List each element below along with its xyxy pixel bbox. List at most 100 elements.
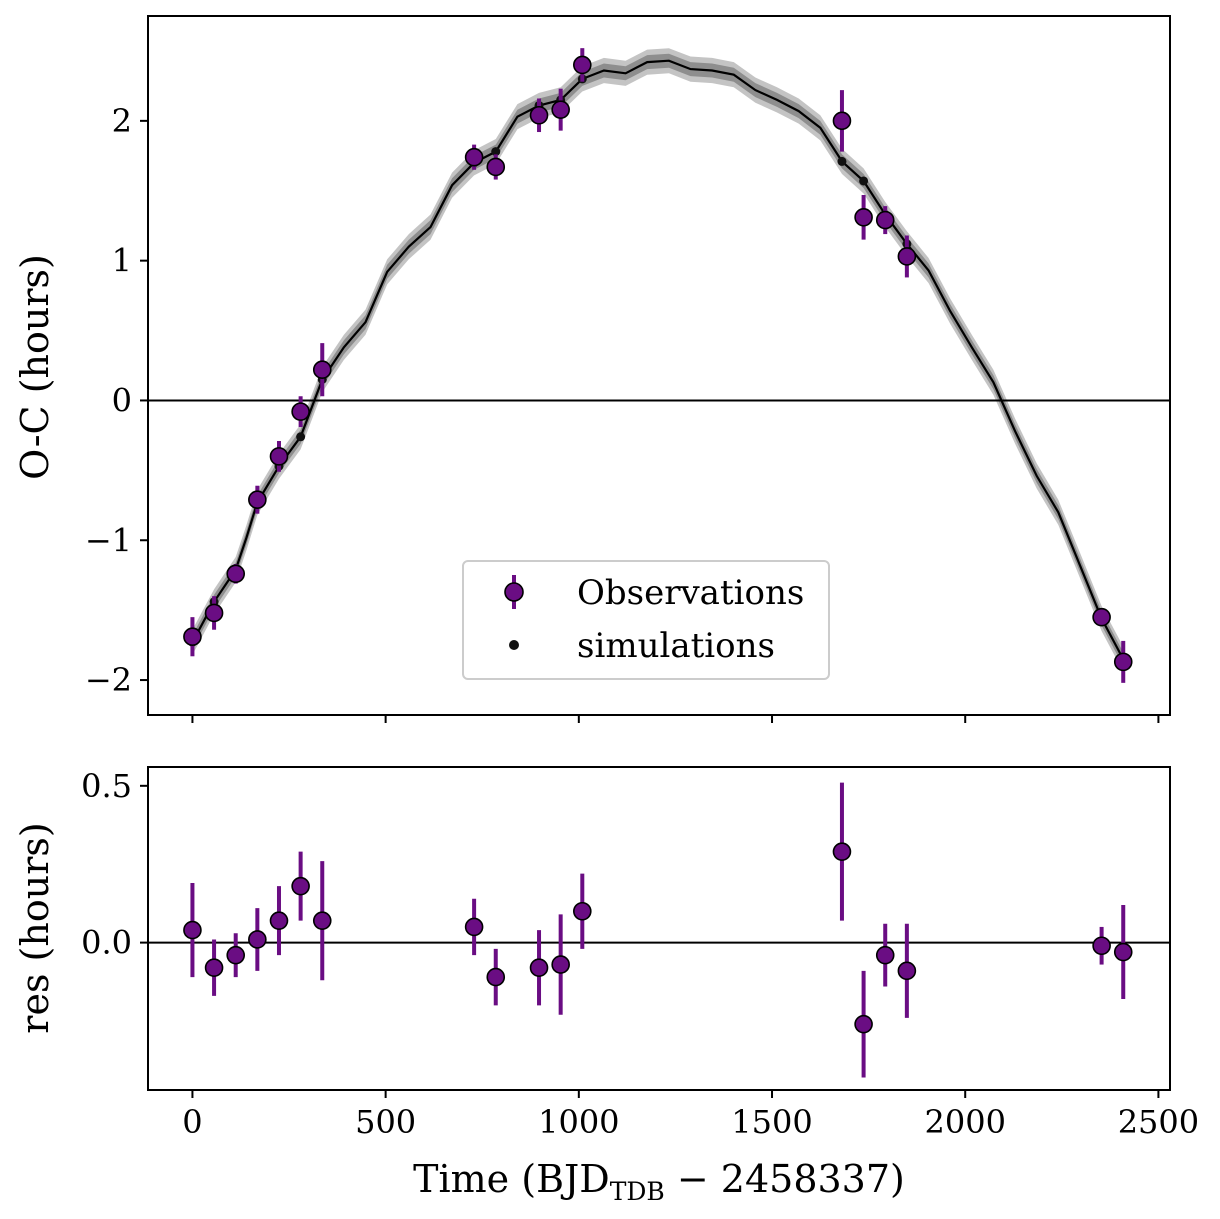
y-tick-label: −2 xyxy=(85,661,132,699)
residual-point-8 xyxy=(486,948,506,1006)
observation-point-0 xyxy=(183,617,202,657)
residual-y-ticks: 0.0 0.5 xyxy=(81,767,148,962)
observation-marker xyxy=(486,157,506,177)
observation-point-13 xyxy=(854,194,873,240)
residual-point-4 xyxy=(269,886,289,956)
observation-point-6 xyxy=(312,343,332,397)
residual-x-ticks: 0 500 1000 1500 2000 2500 xyxy=(182,1090,1199,1141)
y-tick-label: 1 xyxy=(112,242,132,280)
legend-label-simulations: simulations xyxy=(577,626,775,666)
x-tick-label: 1000 xyxy=(538,1103,619,1141)
legend-observation-marker xyxy=(504,582,524,602)
x-tick-label: 2000 xyxy=(924,1103,1005,1141)
observation-marker xyxy=(875,210,895,230)
residual-point-5 xyxy=(291,851,310,921)
residual-point-7 xyxy=(464,898,484,956)
legend-simulation-marker xyxy=(509,640,519,650)
x-axis-label-tail: − 2458337) xyxy=(665,1157,905,1201)
observation-points xyxy=(183,48,1133,683)
observation-marker xyxy=(529,105,549,125)
observation-marker xyxy=(832,111,852,131)
x-axis-label-main: Time (BJD xyxy=(413,1157,610,1201)
legend: Observations simulations xyxy=(462,560,830,680)
residual-marker xyxy=(269,911,289,930)
observation-marker xyxy=(248,490,267,510)
y-tick-label: −1 xyxy=(85,521,132,559)
residual-point-12 xyxy=(832,782,852,921)
residual-marker xyxy=(183,920,202,940)
legend-box xyxy=(462,560,830,680)
residual-plot-frame xyxy=(147,766,1171,1091)
simulation-point-12 xyxy=(837,156,847,166)
residual-marker xyxy=(204,958,224,977)
observation-marker xyxy=(1113,652,1133,672)
observation-marker xyxy=(312,360,332,379)
residual-marker xyxy=(291,876,310,896)
residual-point-9 xyxy=(529,930,549,1006)
observation-point-16 xyxy=(1092,607,1111,627)
x-axis-label: Time (BJDTDB − 2458337) xyxy=(413,1157,905,1206)
residual-point-10 xyxy=(551,914,570,1015)
observation-marker xyxy=(226,564,246,584)
residual-point-14 xyxy=(875,923,895,987)
residual-points xyxy=(183,782,1133,1078)
x-axis-label-subscript: TDB xyxy=(610,1177,665,1206)
observation-point-8 xyxy=(486,154,506,180)
residual-marker xyxy=(248,930,267,949)
observation-point-9 xyxy=(529,98,549,133)
observation-marker xyxy=(854,208,873,227)
x-tick-label: 0 xyxy=(182,1103,202,1141)
observation-point-4 xyxy=(269,440,289,472)
observation-point-11 xyxy=(573,48,592,82)
y-tick-label: 0.0 xyxy=(81,924,132,962)
residual-point-6 xyxy=(312,861,332,981)
residual-marker xyxy=(1113,942,1133,962)
residual-point-3 xyxy=(248,908,267,971)
residual-marker xyxy=(312,911,332,930)
simulation-point-13 xyxy=(859,176,869,186)
residual-y-axis-label: res (hours) xyxy=(13,822,57,1033)
residual-point-11 xyxy=(573,873,592,949)
observation-point-15 xyxy=(897,235,917,278)
residual-point-15 xyxy=(897,923,917,1018)
oc-y-axis-label: O-C (hours) xyxy=(13,254,57,480)
observation-marker xyxy=(1092,607,1111,627)
observation-marker xyxy=(204,603,224,623)
residual-point-1 xyxy=(204,939,224,996)
observation-point-3 xyxy=(248,485,267,514)
oc-panel: −2 −1 0 1 2 O-C (hours) Observations simulat… xyxy=(13,15,1171,723)
observation-point-10 xyxy=(551,88,570,131)
observation-marker xyxy=(464,147,484,167)
residual-marker xyxy=(226,945,246,965)
simulation-point-8 xyxy=(491,147,501,157)
residual-point-17 xyxy=(1113,904,1133,1000)
observation-point-2 xyxy=(226,564,246,584)
observation-marker xyxy=(269,447,289,466)
residual-marker xyxy=(486,967,506,987)
oc-y-ticks: −2 −1 0 1 2 xyxy=(85,102,148,699)
observation-point-17 xyxy=(1113,640,1133,683)
residual-point-0 xyxy=(183,883,202,978)
observation-marker xyxy=(183,627,202,647)
residual-point-13 xyxy=(854,970,873,1078)
oc-x-ticks xyxy=(191,715,1160,723)
x-tick-label: 2500 xyxy=(1118,1103,1199,1141)
residual-marker xyxy=(897,961,917,981)
residual-marker xyxy=(551,955,570,974)
residual-marker xyxy=(464,917,484,937)
residual-marker xyxy=(875,945,895,965)
observation-point-5 xyxy=(291,396,310,428)
observation-point-7 xyxy=(464,144,484,170)
y-tick-label: 0.5 xyxy=(81,767,132,805)
oc-plot-frame xyxy=(147,15,1171,716)
x-tick-label: 1500 xyxy=(731,1103,812,1141)
residual-point-16 xyxy=(1092,926,1111,965)
residual-marker xyxy=(854,1014,873,1034)
observation-point-1 xyxy=(204,596,224,630)
residual-marker xyxy=(1092,936,1111,956)
observation-marker xyxy=(551,100,570,119)
observation-point-12 xyxy=(832,90,852,152)
observation-marker xyxy=(573,55,592,75)
x-tick-label: 500 xyxy=(355,1103,416,1141)
